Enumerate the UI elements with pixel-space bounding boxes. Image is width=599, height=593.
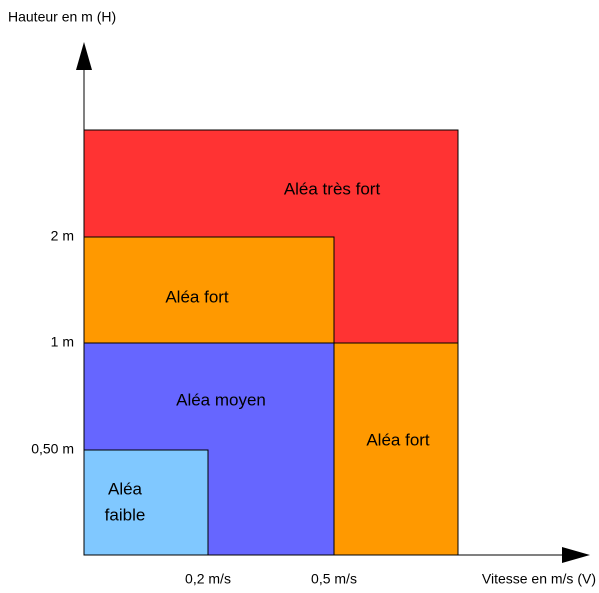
- zone-label: Aléa très fort: [284, 179, 381, 198]
- x-axis-label: Vitesse en m/s (V): [482, 571, 596, 587]
- y-axis-label: Hauteur en m (H): [8, 9, 116, 25]
- zone-label: faible: [105, 505, 146, 524]
- zone-label: Aléa fort: [165, 287, 229, 306]
- zone-label: Aléa: [108, 479, 143, 498]
- zone-low: [83, 449, 209, 556]
- x-arrow: [562, 547, 590, 563]
- zone-label: Aléa moyen: [176, 390, 266, 409]
- zone-high-right: [333, 342, 459, 556]
- y-tick-label: 2 m: [51, 228, 74, 244]
- y-arrow: [76, 42, 92, 70]
- x-tick-label: 0,5 m/s: [311, 571, 357, 587]
- x-tick-label: 0,2 m/s: [185, 571, 231, 587]
- zone-high-top: [83, 236, 335, 344]
- zone-label: Aléa fort: [366, 430, 430, 449]
- y-tick-label: 0,50 m: [31, 441, 74, 457]
- y-tick-label: 1 m: [51, 334, 74, 350]
